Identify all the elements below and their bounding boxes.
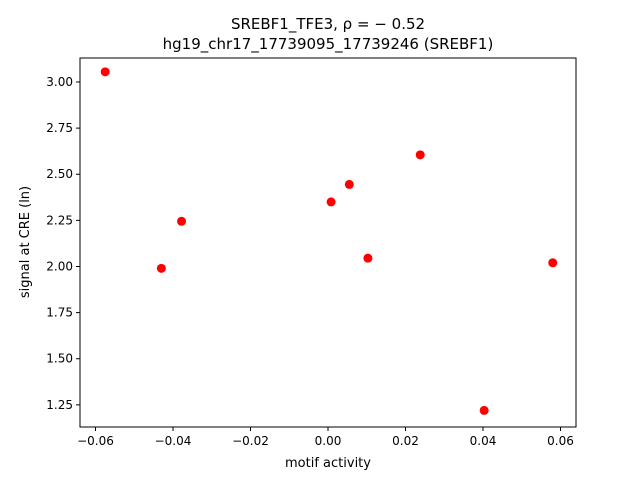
x-tick-label: 0.00 bbox=[315, 434, 342, 448]
x-tick-label: −0.02 bbox=[232, 434, 269, 448]
scatter-point bbox=[326, 197, 336, 207]
y-axis-label: signal at CRE (ln) bbox=[18, 186, 33, 298]
y-tick-label: 2.00 bbox=[46, 259, 73, 273]
scatter-point bbox=[548, 258, 558, 268]
y-axis-ticks: 1.25 1.50 1.75 2.00 2.25 2.50 2.75 3.00 bbox=[46, 75, 80, 412]
y-tick-label: 1.25 bbox=[46, 398, 73, 412]
scatter-point bbox=[156, 263, 166, 273]
x-tick-label: 0.02 bbox=[392, 434, 419, 448]
x-tick-label: 0.04 bbox=[470, 434, 497, 448]
scatter-point bbox=[363, 253, 373, 263]
y-tick-label: 3.00 bbox=[46, 75, 73, 89]
x-tick-label: 0.06 bbox=[547, 434, 574, 448]
scatter-point bbox=[177, 216, 187, 226]
y-tick-label: 2.50 bbox=[46, 167, 73, 181]
chart-title-line1: SREBF1_TFE3, ρ = − 0.52 bbox=[231, 15, 425, 34]
y-tick-label: 2.75 bbox=[46, 121, 73, 135]
scatter-point bbox=[100, 67, 110, 77]
y-tick-label: 1.50 bbox=[46, 352, 73, 366]
x-tick-label: −0.06 bbox=[77, 434, 114, 448]
x-axis-ticks: −0.06 −0.04 −0.02 0.00 0.02 0.04 0.06 bbox=[77, 427, 574, 448]
x-tick-label: −0.04 bbox=[155, 434, 192, 448]
chart-title-line2: hg19_chr17_17739095_17739246 (SREBF1) bbox=[163, 35, 494, 54]
y-tick-label: 1.75 bbox=[46, 306, 73, 320]
scatter-point bbox=[344, 179, 354, 189]
x-axis-label: motif activity bbox=[285, 456, 371, 471]
data-points bbox=[100, 67, 558, 415]
scatter-point bbox=[415, 150, 425, 160]
plot-frame bbox=[79, 57, 577, 428]
scatter-point bbox=[479, 405, 489, 415]
y-tick-label: 2.25 bbox=[46, 213, 73, 227]
